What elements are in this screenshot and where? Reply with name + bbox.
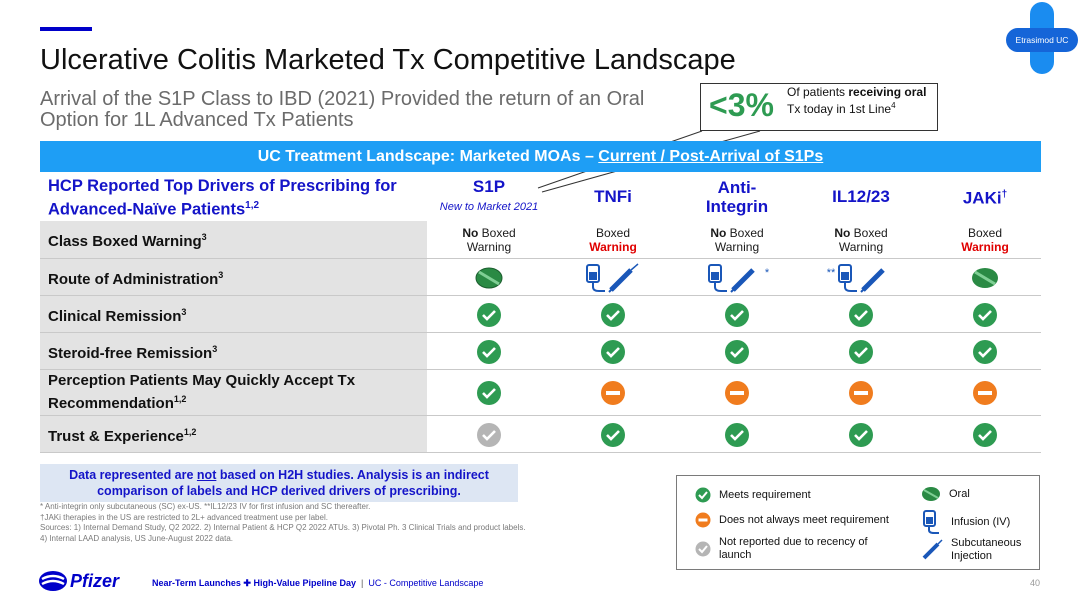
check-green-icon [551, 416, 675, 453]
infusion-and-injection-icon: * [675, 259, 799, 296]
check-green-icon [427, 333, 551, 370]
check-green-icon [923, 416, 1047, 453]
table-row-perception: Perception Patients May Quickly Accept T… [40, 370, 1041, 415]
infusion-and-injection-icon [551, 259, 675, 296]
callout-text: Of patients receiving oral Tx today in 1… [787, 85, 927, 116]
col-header-tnfi: TNFi [594, 187, 632, 206]
page-subtitle: Arrival of the S1P Class to IBD (2021) P… [40, 88, 645, 131]
page-number: 40 [1030, 578, 1041, 588]
check-green-icon [551, 333, 675, 370]
cell-tnfi-boxed: Boxed Warning [589, 225, 637, 254]
title-accent-bar [40, 27, 92, 31]
row-label: Route of Administration3 [40, 259, 427, 296]
plus-icon: ✚ [243, 578, 251, 588]
brand-badge: Etrasimod UC [1006, 2, 1078, 74]
table-row-steroid-free: Steroid-free Remission3 [40, 333, 1041, 370]
partial-orange-icon [923, 370, 1047, 415]
brand-badge-label: Etrasimod UC [1015, 35, 1069, 45]
row-label: Class Boxed Warning3 [40, 221, 427, 258]
infusion-and-injection-icon: ** [799, 259, 923, 296]
check-green-icon [799, 416, 923, 453]
table-row-trust: Trust & Experience1,2 [40, 416, 1041, 453]
table-row-boxed-warning: Class Boxed Warning3 No Boxed Warning Box… [40, 221, 1041, 258]
col-header-anti-integrin: Anti-Integrin [705, 177, 769, 216]
legend-not-reported: Not reported due to recency of launch [695, 536, 875, 562]
landscape-banner: UC Treatment Landscape: Marketed MOAs – … [40, 141, 1041, 172]
row-label: Steroid-free Remission3 [40, 333, 427, 370]
row-label: Trust & Experience1,2 [40, 416, 427, 453]
h2h-disclaimer: Data represented are not based on H2H st… [40, 464, 518, 502]
table-row-route: Route of Administration3 * ** [40, 259, 1041, 296]
cell-anti-integrin-boxed: No Boxed Warning [710, 225, 764, 254]
table-header-drivers: HCP Reported Top Drivers of Prescribing … [48, 177, 397, 219]
legend-subq: Subcutaneous Injection [921, 537, 1036, 563]
check-green-icon [675, 296, 799, 333]
check-green-icon [675, 333, 799, 370]
page-title: Ulcerative Colitis Marketed Tx Competiti… [40, 44, 736, 76]
check-green-icon [551, 296, 675, 333]
footnotes: * Anti-integrin only subcutaneous (SC) e… [40, 502, 526, 543]
partial-orange-icon [799, 370, 923, 415]
check-green-icon [799, 333, 923, 370]
legend-oral: Oral [921, 486, 970, 502]
legend-infusion: Infusion (IV) [921, 510, 1010, 534]
table-row-clinical-remission: Clinical Remission3 [40, 296, 1041, 333]
legend-meets: Meets requirement [695, 487, 811, 503]
partial-orange-icon [551, 370, 675, 415]
check-green-icon [427, 370, 551, 415]
oral-share-callout: <3% Of patients receiving oral Tx today … [700, 83, 938, 131]
cell-il12-boxed: No Boxed Warning [834, 225, 888, 254]
oral-pill-icon [427, 259, 551, 296]
check-gray-icon [427, 416, 551, 453]
check-green-icon [923, 333, 1047, 370]
col-header-il12-23: IL12/23 [832, 187, 890, 206]
check-green-icon [923, 296, 1047, 333]
check-green-icon [799, 296, 923, 333]
row-label: Clinical Remission3 [40, 296, 427, 333]
oral-pill-icon [923, 259, 1047, 296]
row-label: Perception Patients May Quickly Accept T… [40, 370, 427, 415]
footer-event: Near-Term Launches ✚ High-Value Pipeline… [152, 578, 484, 588]
pfizer-logo: Pfizer [38, 570, 119, 592]
check-green-icon [675, 416, 799, 453]
callout-value: <3% [709, 87, 774, 123]
legend: Meets requirement Does not always meet r… [676, 475, 1040, 570]
legend-not-always: Does not always meet requirement [695, 512, 889, 528]
cell-jaki-boxed: Boxed Warning [961, 225, 1009, 254]
col-header-jaki: JAKi† [962, 188, 1008, 208]
col-header-s1p: S1P New to Market 2021 [439, 176, 539, 213]
cell-s1p-boxed: No Boxed Warning [462, 225, 516, 254]
partial-orange-icon [675, 370, 799, 415]
check-green-icon [427, 296, 551, 333]
